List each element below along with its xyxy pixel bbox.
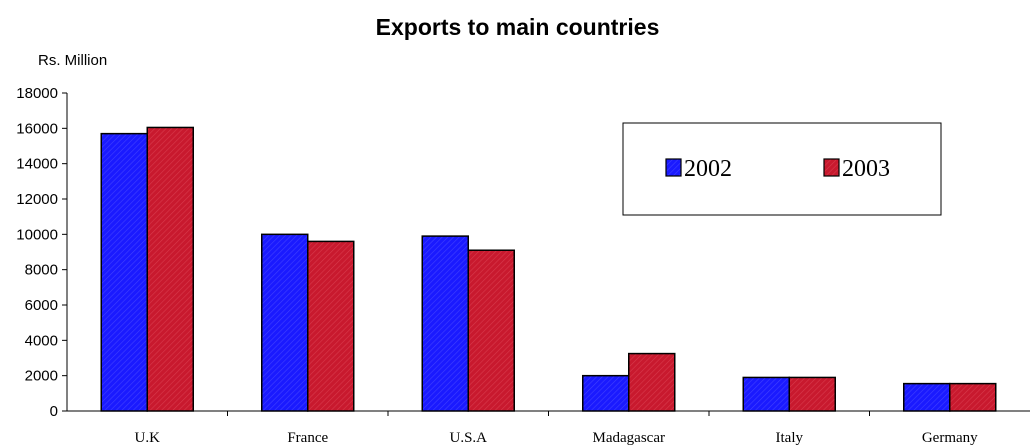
bar-2002-france <box>261 233 309 412</box>
legend: 2002 2003 <box>622 122 942 216</box>
x-tick-label: Madagascar <box>593 430 665 446</box>
axes: 0 2000 4000 6000 8000 10000 12000 14000 16000 180… <box>16 85 1030 420</box>
bar-2002-madagascar <box>582 374 630 412</box>
bar-2003-italy <box>788 376 836 412</box>
bar-2003-france <box>307 240 355 412</box>
y-axis-label: Rs. Million <box>38 52 108 69</box>
bar-2003-madagascar <box>628 352 676 412</box>
bars <box>100 126 997 412</box>
bar-2003-usa <box>467 249 515 412</box>
y-tick-label: 6000 <box>25 297 58 314</box>
category-labels: U.K France U.S.A Madagascar Italy Germany <box>135 430 979 446</box>
y-tick-label: 4000 <box>25 332 58 349</box>
y-tick-label: 14000 <box>16 156 58 173</box>
legend-swatch-2002 <box>665 158 682 177</box>
bar-2002-italy <box>742 376 790 412</box>
x-tick-label: U.S.A <box>449 430 487 446</box>
y-tick-label: 2000 <box>25 368 58 385</box>
y-tick-label: 8000 <box>25 262 58 279</box>
y-tick-label: 16000 <box>16 120 58 137</box>
legend-swatch-2003 <box>823 158 840 177</box>
chart-title: Exports to main countries <box>375 14 660 40</box>
legend-label-2002: 2002 <box>684 156 732 182</box>
x-tick-label: Germany <box>922 430 978 446</box>
y-tick-label: 12000 <box>16 191 58 208</box>
y-tick-label: 10000 <box>16 226 58 243</box>
y-tick-label: 0 <box>50 403 58 420</box>
x-tick-label: France <box>287 430 328 446</box>
legend-label-2003: 2003 <box>842 156 890 182</box>
bar-2003-uk <box>146 126 194 412</box>
bar-2002-uk <box>100 132 148 412</box>
bar-2003-germany <box>949 382 997 412</box>
y-tick-label: 18000 <box>16 85 58 102</box>
x-tick-label: Italy <box>776 430 804 446</box>
bar-2002-usa <box>421 235 469 412</box>
x-tick-label: U.K <box>135 430 161 446</box>
bar-2002-germany <box>903 382 951 412</box>
